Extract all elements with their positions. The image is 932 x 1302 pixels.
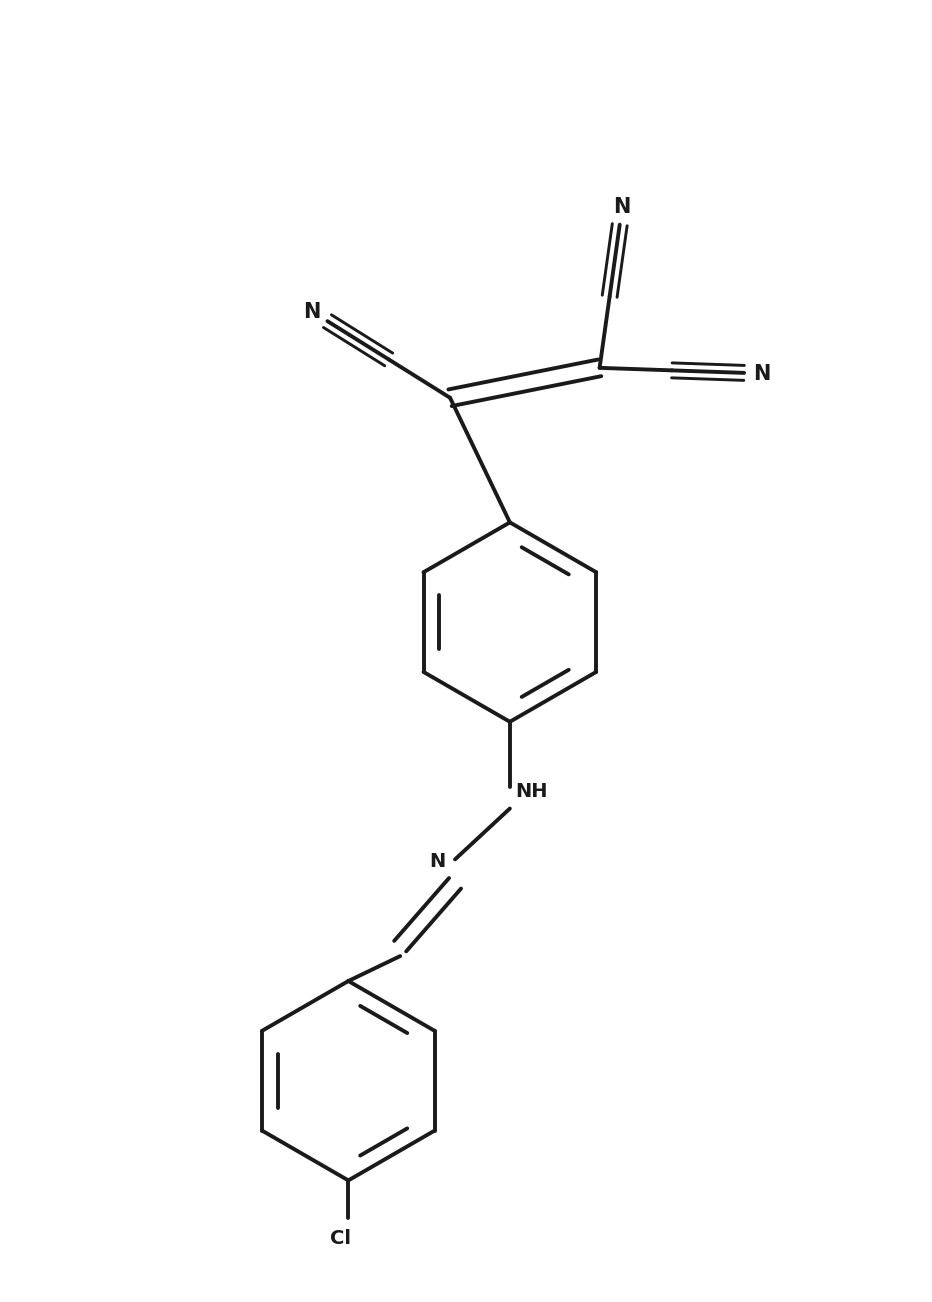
Text: N: N: [304, 302, 321, 322]
Text: N: N: [613, 197, 631, 217]
Text: Cl: Cl: [330, 1229, 350, 1247]
Text: N: N: [753, 363, 771, 384]
Text: NH: NH: [515, 783, 548, 801]
Text: N: N: [429, 852, 445, 871]
